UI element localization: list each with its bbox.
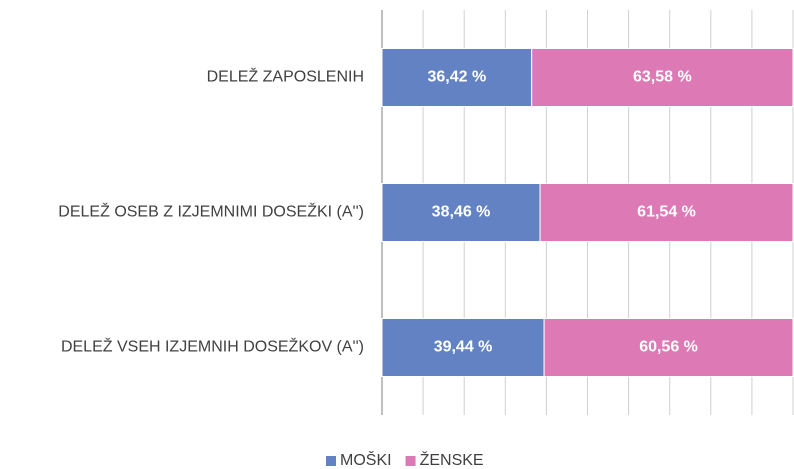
- value-label: 38,46 %: [432, 204, 491, 221]
- bar-segment: [543, 318, 794, 377]
- value-label: 63,58 %: [633, 69, 692, 86]
- category-label: DELEŽ ZAPOSLENIH: [207, 67, 364, 86]
- bar-segment: [539, 183, 794, 242]
- category-label: DELEŽ VSEH IZJEMNIH DOSEŽKOV (A''): [61, 337, 364, 356]
- value-label: 39,44 %: [434, 339, 493, 356]
- bar-segment: [381, 183, 541, 242]
- value-label: 60,56 %: [639, 339, 698, 356]
- bar-segment: [531, 48, 794, 107]
- legend-swatch: [405, 456, 416, 466]
- category-label: DELEŽ OSEB Z IZJEMNIMI DOSEŽKI (A''): [58, 202, 364, 221]
- legend-label: MOŠKI: [340, 450, 392, 469]
- value-label: 61,54 %: [637, 204, 696, 221]
- bar-segment: [381, 48, 533, 107]
- legend-swatch: [326, 456, 336, 466]
- legend-label: ŽENSKE: [420, 450, 484, 469]
- value-label: 36,42 %: [427, 69, 486, 86]
- bar-segment: [381, 318, 545, 377]
